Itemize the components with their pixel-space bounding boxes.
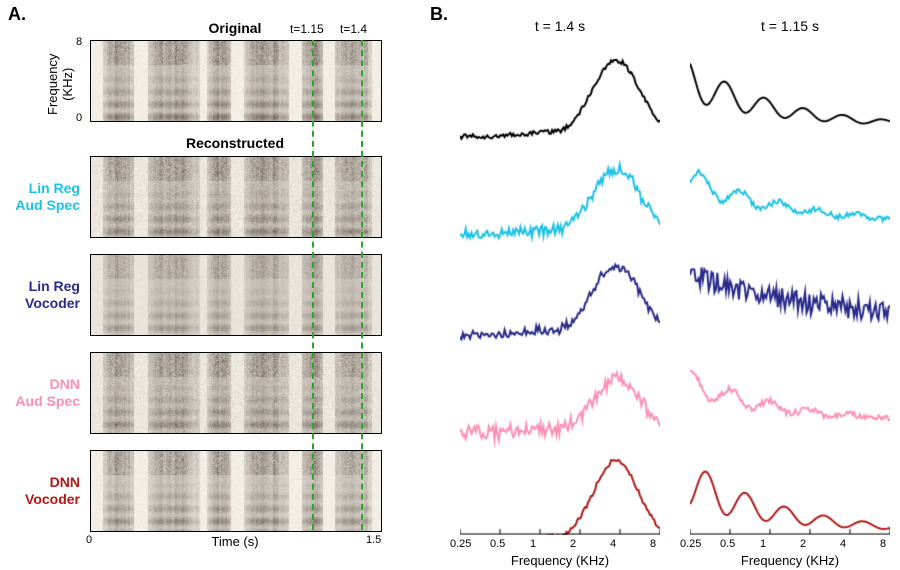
B-right-xtick-4: 4 <box>840 538 846 550</box>
section-title-reconstructed: Reconstructed <box>90 135 380 151</box>
B-left-x-axis-title: Frequency (KHz) <box>460 553 660 568</box>
B-right-xtick-2: 1 <box>760 538 766 550</box>
line-chart-right <box>690 40 890 535</box>
panel-letter-b: B. <box>430 4 448 25</box>
y-axis-title: Frequency (KHz) <box>45 54 75 115</box>
B-right-x-axis-title: Frequency (KHz) <box>690 553 890 568</box>
time-marker-line-1 <box>361 40 363 530</box>
B-left-xtick-5: 8 <box>650 538 656 550</box>
spectrogram-row-2 <box>90 254 382 336</box>
B-right-xtick-0: 0.25 <box>680 538 701 550</box>
spectrogram-row-1 <box>90 156 382 238</box>
time-marker-t2-label: t=1.4 <box>340 22 367 36</box>
col-title-left: t = 1.4 s <box>460 18 660 34</box>
spectrogram-row-4 <box>90 450 382 532</box>
section-title-original: Original <box>90 20 380 36</box>
B-right-xtick-3: 2 <box>800 538 806 550</box>
B-right-xtick-1: 0.5 <box>720 538 735 550</box>
time-marker-line-0 <box>312 40 314 530</box>
panel-letter-a: A. <box>8 4 26 25</box>
ytick-8: 8 <box>76 36 82 48</box>
time-marker-t1-label: t=1.15 <box>290 22 324 36</box>
row-label-3: DNN Aud Spec <box>0 376 80 410</box>
row-label-4: DNN Vocoder <box>0 474 80 508</box>
B-left-xtick-3: 2 <box>570 538 576 550</box>
line-chart-left <box>460 40 660 535</box>
spectrogram-row-0 <box>90 40 382 122</box>
col-title-right: t = 1.15 s <box>690 18 890 34</box>
B-right-xtick-5: 8 <box>880 538 886 550</box>
row-label-2: Lin Reg Vocoder <box>0 278 80 312</box>
x-axis-title-A: Time (s) <box>90 534 380 549</box>
B-left-xtick-0: 0.25 <box>450 538 471 550</box>
B-left-xtick-1: 0.5 <box>490 538 505 550</box>
B-left-xtick-4: 4 <box>610 538 616 550</box>
ytick-0: 0 <box>76 112 82 124</box>
row-label-1: Lin Reg Aud Spec <box>0 180 80 214</box>
B-left-xtick-2: 1 <box>530 538 536 550</box>
spectrogram-row-3 <box>90 352 382 434</box>
